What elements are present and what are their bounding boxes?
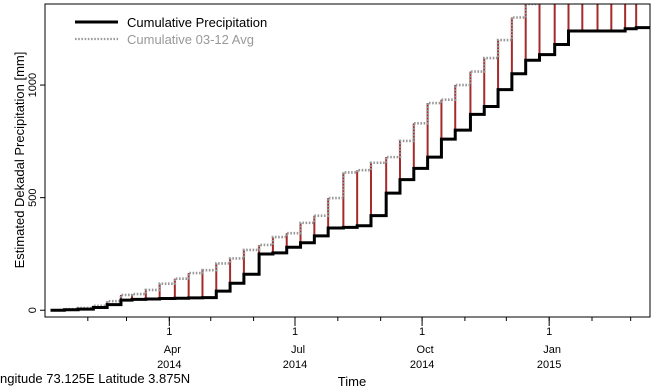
y-axis-title: Estimated Dekadal Precipitation [mm] (12, 52, 27, 269)
x-tick-month: Jan (543, 344, 561, 356)
x-tick-day: 1 (419, 326, 425, 338)
legend-label-cumulative: Cumulative Precipitation (127, 15, 267, 30)
x-tick-year: 2014 (283, 359, 307, 371)
cumulative-series-line (50, 26, 650, 312)
x-tick-year: 2014 (410, 359, 434, 371)
x-axis: 1 Apr 2014 1 Jul 2014 1 Oct 2014 1 Jan 2015 (87, 317, 632, 371)
x-tick-year: 2014 (157, 359, 181, 371)
location-caption: ngitude 73.125E Latitude 3.875N (0, 371, 190, 386)
y-tick-label: 500 (27, 188, 39, 206)
x-tick-year: 2015 (537, 359, 561, 371)
y-axis: 0 500 1000 (27, 73, 45, 313)
y-tick-label: 1000 (27, 73, 39, 97)
legend-label-average: Cumulative 03-12 Avg (127, 32, 254, 47)
x-tick-month: Apr (164, 344, 181, 356)
legend: Cumulative Precipitation Cumulative 03-1… (75, 15, 267, 47)
x-tick-day: 1 (292, 326, 298, 338)
x-tick-month: Oct (417, 344, 434, 356)
x-tick-day: 1 (546, 326, 552, 338)
x-tick-day: 1 (166, 326, 172, 338)
x-tick-month: Jul (291, 344, 305, 356)
plot-frame (44, 3, 651, 318)
series-lines (50, 4, 650, 312)
y-tick-label: 0 (27, 307, 39, 313)
x-axis-title: Time (338, 374, 366, 389)
